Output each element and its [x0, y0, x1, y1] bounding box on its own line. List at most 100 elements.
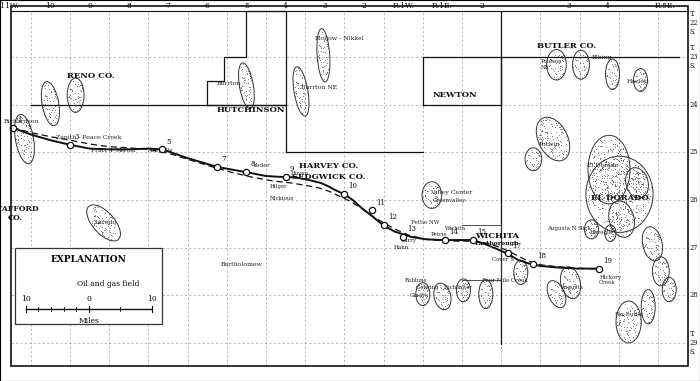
Point — [640, 172, 652, 178]
Point — [605, 190, 616, 196]
Point — [606, 219, 617, 225]
Point — [638, 173, 649, 179]
Point — [454, 283, 466, 290]
Point — [90, 220, 101, 226]
Point — [636, 186, 647, 192]
Point — [12, 138, 23, 144]
Point — [598, 166, 609, 172]
Point — [625, 226, 636, 232]
Point — [654, 282, 666, 288]
Point — [66, 86, 78, 93]
Point — [24, 151, 35, 157]
Point — [242, 76, 253, 82]
Point — [645, 294, 657, 300]
Point — [601, 173, 612, 179]
Point — [589, 187, 601, 193]
Point — [538, 117, 549, 123]
Point — [57, 272, 69, 279]
Point — [636, 191, 647, 197]
Point — [628, 190, 639, 197]
Point — [638, 191, 649, 197]
Point — [657, 267, 668, 273]
Point — [648, 231, 659, 237]
Point — [602, 66, 613, 72]
Point — [631, 170, 643, 176]
Point — [626, 199, 637, 205]
Point — [584, 171, 595, 177]
Point — [556, 66, 567, 72]
Point — [24, 125, 35, 131]
Point — [642, 192, 653, 198]
Point — [601, 184, 612, 190]
Point — [421, 295, 432, 301]
Point — [604, 146, 615, 152]
Point — [547, 66, 559, 72]
Point — [628, 334, 639, 340]
Point — [243, 87, 254, 93]
Point — [575, 60, 586, 66]
Point — [37, 279, 48, 285]
Point — [605, 235, 616, 242]
Point — [481, 283, 492, 290]
Point — [14, 128, 25, 134]
Point — [549, 155, 560, 162]
Point — [436, 291, 447, 298]
Text: Hoven: Hoven — [290, 171, 309, 176]
Point — [589, 153, 600, 159]
Point — [554, 296, 566, 303]
Point — [631, 209, 643, 215]
Point — [50, 112, 62, 118]
Point — [13, 127, 24, 133]
Point — [610, 168, 622, 174]
Point — [619, 198, 630, 204]
Point — [650, 239, 661, 245]
Point — [606, 61, 617, 67]
Point — [588, 202, 599, 208]
Point — [611, 210, 622, 216]
Point — [289, 89, 300, 95]
Point — [617, 179, 629, 186]
Point — [666, 295, 678, 301]
Point — [65, 95, 76, 101]
Point — [592, 176, 603, 182]
Point — [636, 171, 648, 178]
Point — [604, 235, 615, 241]
Point — [536, 128, 547, 134]
Point — [520, 158, 531, 164]
Point — [57, 291, 69, 297]
Point — [622, 208, 634, 214]
Point — [541, 136, 552, 142]
Point — [17, 147, 28, 153]
Point — [74, 99, 85, 105]
Point — [663, 279, 674, 285]
Point — [621, 166, 632, 172]
Point — [648, 236, 659, 242]
Point — [645, 305, 656, 311]
Point — [591, 184, 602, 190]
Text: Hollow - Nikkel: Hollow - Nikkel — [315, 35, 364, 41]
Point — [552, 137, 564, 143]
Point — [606, 136, 617, 142]
Point — [457, 293, 468, 299]
Point — [50, 115, 62, 122]
Point — [546, 133, 557, 139]
Point — [638, 203, 649, 209]
Point — [552, 122, 563, 128]
Point — [652, 251, 664, 257]
Point — [650, 263, 661, 269]
Point — [45, 291, 56, 298]
Point — [596, 201, 607, 207]
Point — [612, 156, 623, 162]
Text: 8: 8 — [127, 2, 131, 10]
Point — [295, 100, 306, 106]
Point — [584, 172, 595, 178]
Point — [555, 123, 566, 130]
Point — [610, 212, 622, 218]
Point — [552, 134, 563, 140]
Point — [16, 135, 27, 141]
Point — [550, 66, 561, 72]
Point — [432, 194, 443, 200]
Text: 17: 17 — [512, 242, 522, 250]
Point — [592, 166, 603, 172]
Point — [585, 160, 596, 166]
